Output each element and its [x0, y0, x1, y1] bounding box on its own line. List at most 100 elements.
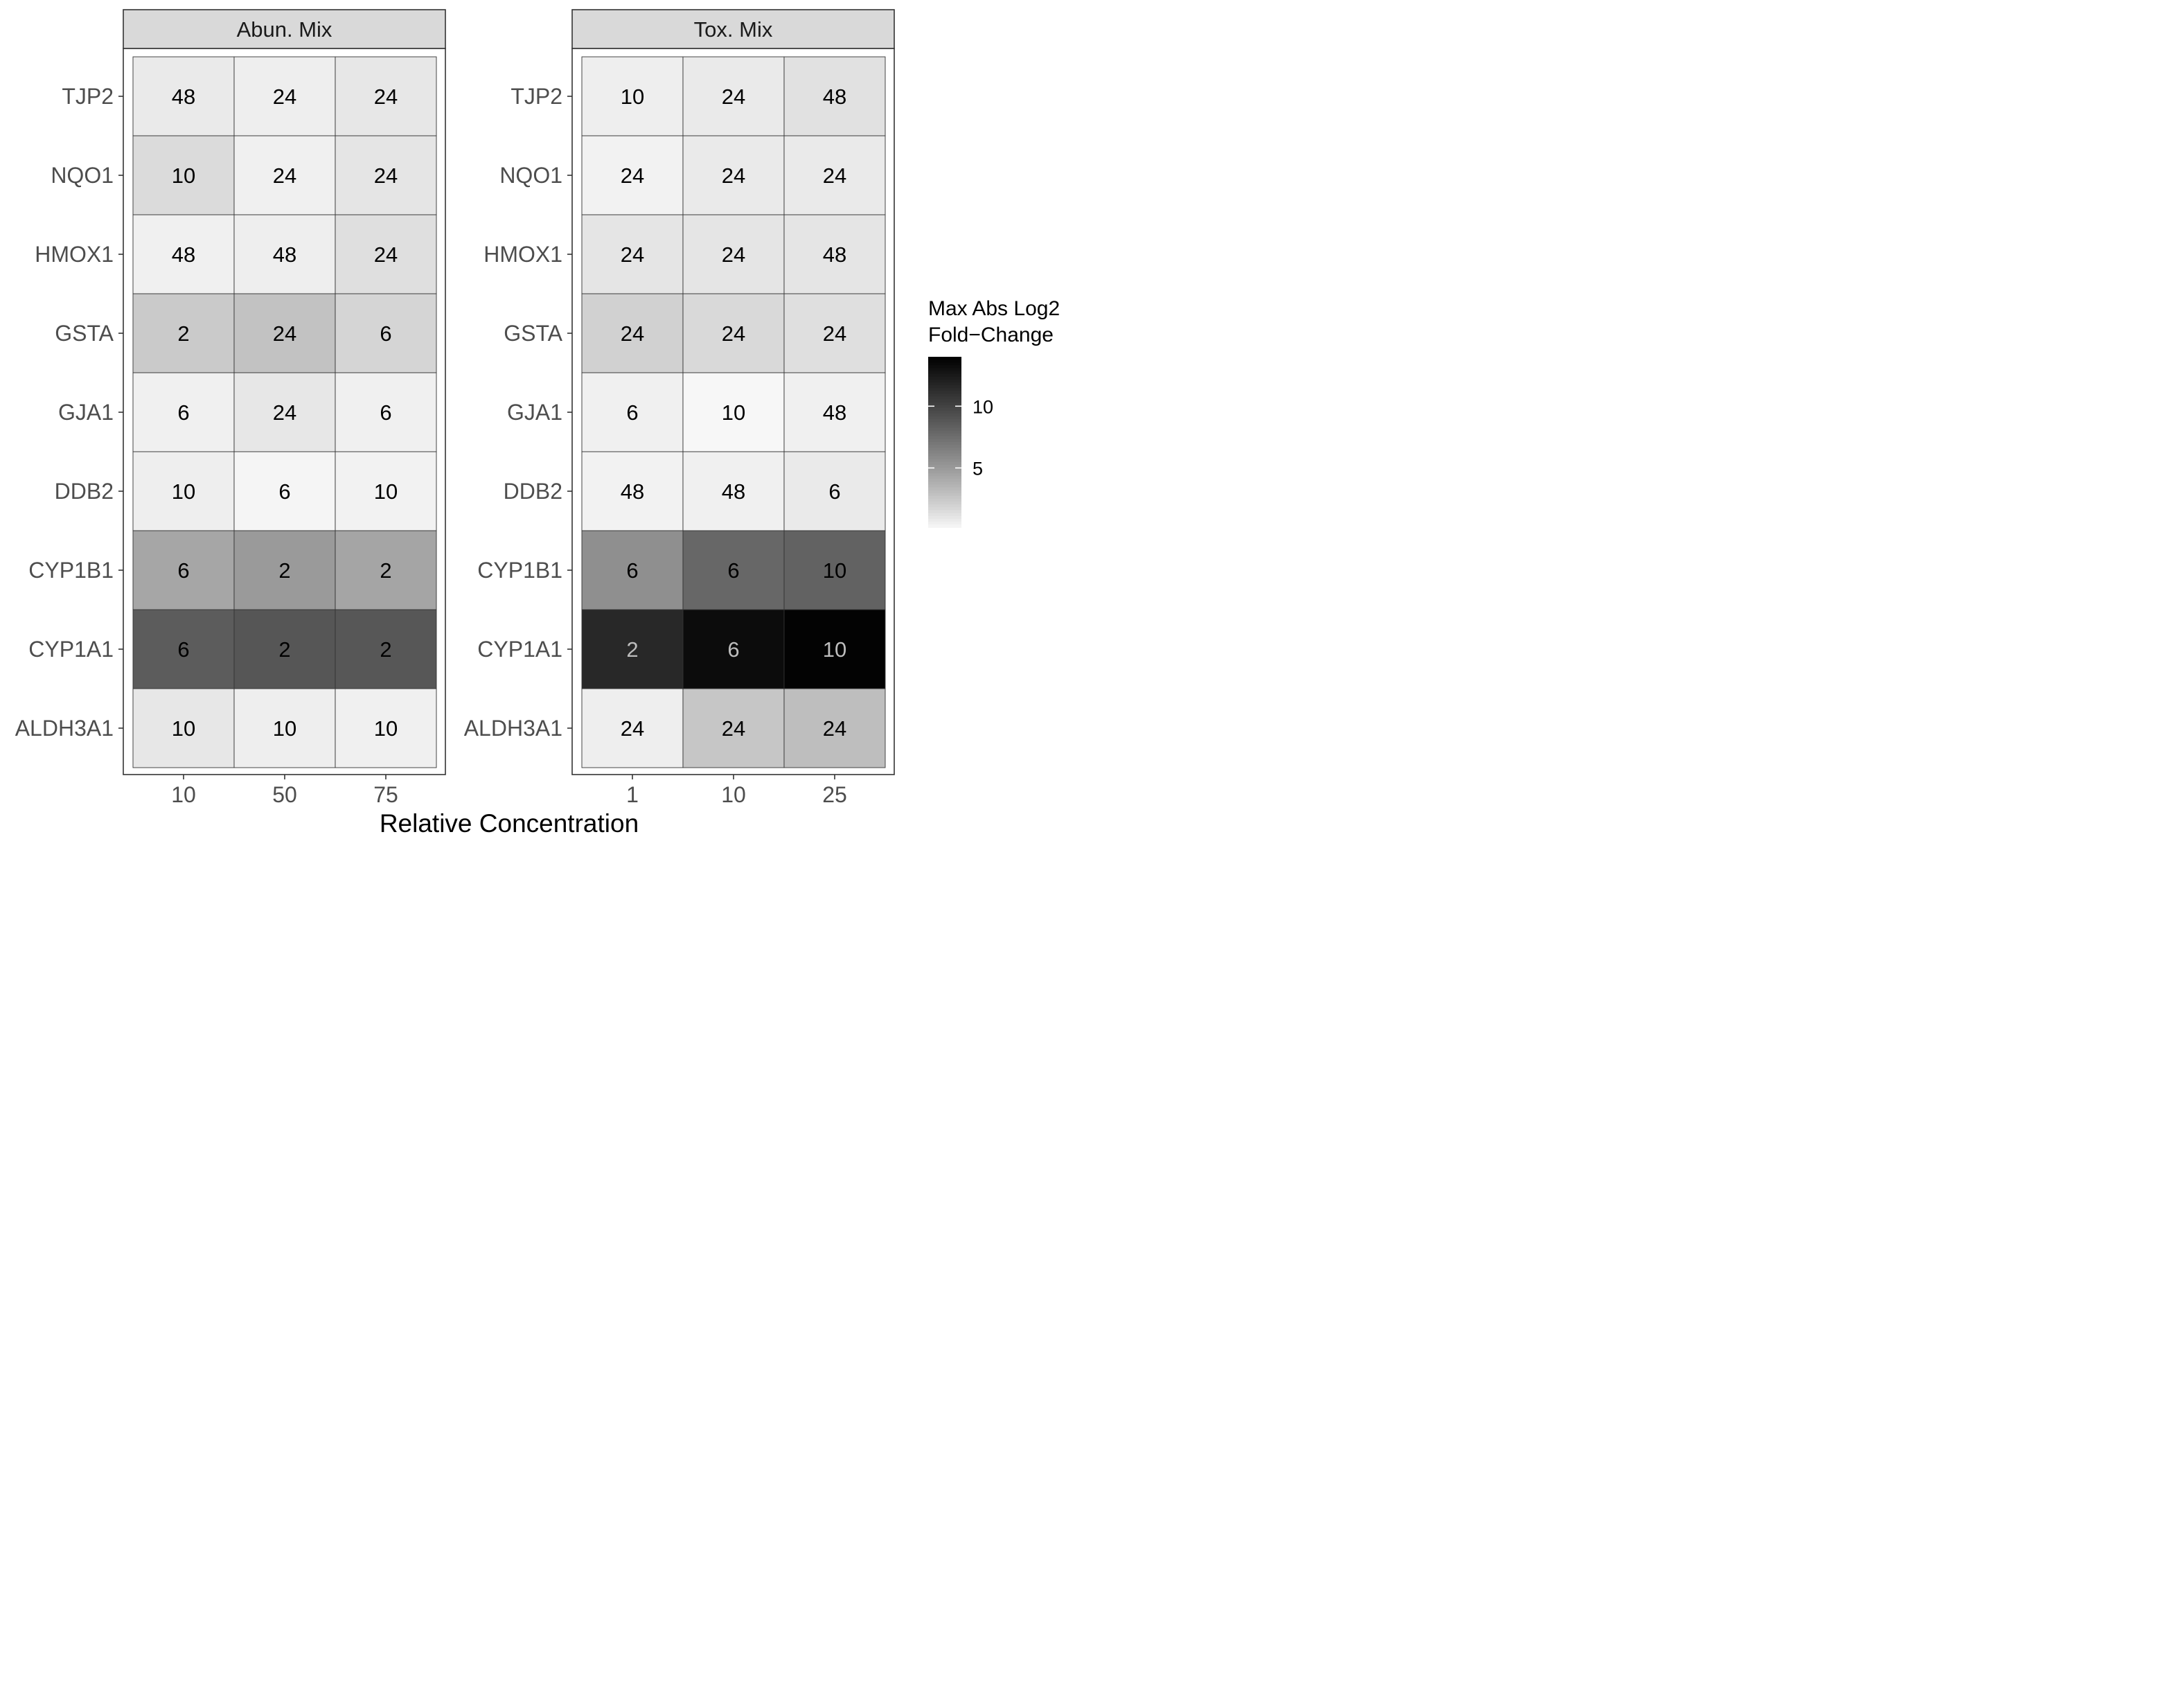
heatmap-cell: [783, 372, 886, 452]
legend-color-segment: [928, 524, 961, 528]
heatmap-cell: [682, 293, 785, 373]
legend-color-segment: [928, 490, 961, 494]
y-tick-label: GSTA: [504, 321, 562, 346]
cell-data-label: 10: [374, 716, 398, 741]
legend-color-segment: [928, 373, 961, 378]
legend-color-segment: [928, 450, 961, 454]
heatmap-cell: [682, 530, 785, 610]
cell-data-label: 10: [621, 85, 644, 109]
heatmap-cell: [335, 56, 437, 136]
cell-data-label: 24: [273, 400, 296, 425]
cell-data-label: 24: [621, 164, 644, 188]
heatmap-cell: [581, 372, 684, 452]
legend-color-segment: [928, 507, 961, 511]
heatmap-cell: [132, 56, 235, 136]
heatmap-cell: [682, 214, 785, 294]
y-tick-label: TJP2: [511, 84, 562, 109]
heatmap-cell: [783, 688, 886, 768]
y-tick-label: NQO1: [51, 163, 114, 188]
heatmap-cell: [581, 135, 684, 215]
heatmap-cell: [132, 688, 235, 768]
heatmap-cell: [581, 530, 684, 610]
y-tick-label: DDB2: [504, 479, 562, 504]
cell-data-label: 24: [823, 716, 846, 741]
cell-data-label: 48: [823, 242, 846, 267]
y-tick-label: HMOX1: [483, 242, 562, 267]
legend-color-segment: [928, 419, 961, 423]
cell-data-label: 24: [374, 242, 398, 267]
color-legend: Max Abs Log2 Fold−Change 5 10: [928, 297, 1060, 528]
legend-color-segment: [928, 479, 961, 483]
legend-color-segment: [928, 467, 961, 471]
heatmap-cell: [682, 451, 785, 531]
legend-tick-label: 10: [973, 396, 993, 417]
cell-data-label: 6: [177, 637, 189, 662]
cell-data-label: 2: [177, 321, 189, 346]
heatmap-cell: [335, 293, 437, 373]
y-tick-label: GSTA: [55, 321, 114, 346]
cell-data-label: 24: [823, 321, 846, 346]
heatmap-cell: [581, 609, 684, 689]
cell-data-label: 24: [374, 164, 398, 188]
legend-color-segment: [928, 416, 961, 420]
cell-data-label: 24: [823, 164, 846, 188]
cell-data-label: 6: [177, 558, 189, 583]
cell-data-label: 48: [823, 85, 846, 109]
cell-data-label: 24: [621, 242, 644, 267]
y-tick-label: TJP2: [62, 84, 114, 109]
cell-data-label: 6: [727, 637, 739, 662]
y-tick-label: CYP1A1: [28, 637, 114, 662]
heatmap-cell: [132, 214, 235, 294]
y-tick-label: HMOX1: [35, 242, 114, 267]
cell-data-label: 6: [727, 558, 739, 583]
legend-color-segment: [928, 362, 961, 366]
heatmap-cell: [233, 135, 336, 215]
legend-tick-label: 5: [973, 458, 983, 479]
legend-color-segment: [928, 453, 961, 457]
heatmap-cell: [783, 451, 886, 531]
cell-data-label: 24: [273, 321, 296, 346]
legend-color-segment: [928, 448, 961, 452]
heatmap-cell: [581, 451, 684, 531]
legend-color-segment: [928, 422, 961, 426]
legend-color-segment: [928, 464, 961, 468]
legend-color-segment: [928, 487, 961, 491]
legend-color-segment: [928, 402, 961, 406]
y-tick-label: DDB2: [55, 479, 114, 504]
heatmap-cell: [335, 688, 437, 768]
legend-color-segment: [928, 427, 961, 432]
facet-panel: Abun. Mix 48 24 24 10 24 24 48 48 24 2 24 6 6 24 6 10 6 10…: [15, 9, 446, 807]
cell-data-label: 10: [172, 164, 195, 188]
legend-color-segment: [928, 388, 961, 391]
cell-data-label: 2: [380, 637, 391, 662]
cell-data-label: 10: [823, 558, 846, 583]
legend-color-segment: [928, 385, 961, 389]
cell-data-label: 48: [823, 400, 846, 425]
y-tick-label: CYP1A1: [477, 637, 562, 662]
legend-title-line: Max Abs Log2: [928, 297, 1060, 320]
cell-data-label: 6: [380, 400, 391, 425]
cell-data-label: 48: [172, 242, 195, 267]
legend-color-segment: [928, 365, 961, 369]
heatmap-cell: [783, 214, 886, 294]
legend-color-segment: [928, 499, 961, 502]
y-tick-label: ALDH3A1: [464, 716, 562, 741]
heatmap-cell: [581, 293, 684, 373]
heatmap-cell: [783, 135, 886, 215]
y-tick-label: GJA1: [58, 400, 114, 425]
legend-color-segment: [928, 360, 961, 363]
x-tick-label: 75: [373, 782, 398, 807]
cell-data-label: 2: [380, 558, 391, 583]
heatmap-cell: [335, 451, 437, 531]
cell-data-label: 24: [621, 321, 644, 346]
cell-data-label: 24: [621, 716, 644, 741]
x-tick-label: 50: [272, 782, 297, 807]
legend-color-segment: [928, 357, 961, 360]
cell-data-label: 24: [722, 85, 745, 109]
facet-panel: Tox. Mix 10 24 48 24 24 24 24 24 48 24 24 24 6 10 48 48 4…: [464, 9, 895, 807]
heatmap-cell: [132, 372, 235, 452]
legend-color-segment: [928, 371, 961, 375]
heatmap-cell: [233, 530, 336, 610]
heatmap-cell: [682, 135, 785, 215]
legend-color-segment: [928, 461, 961, 466]
